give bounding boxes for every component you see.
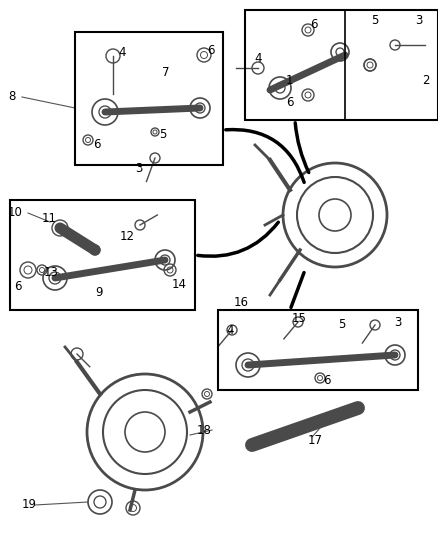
FancyArrowPatch shape xyxy=(198,222,278,256)
Bar xyxy=(245,10,438,120)
Text: 4: 4 xyxy=(118,45,126,59)
Text: 1: 1 xyxy=(286,74,293,86)
FancyArrowPatch shape xyxy=(291,272,304,308)
Text: 19: 19 xyxy=(22,498,37,512)
FancyArrowPatch shape xyxy=(295,123,309,173)
Text: 8: 8 xyxy=(8,91,15,103)
Text: 5: 5 xyxy=(371,13,378,27)
Text: 6: 6 xyxy=(207,44,215,56)
Text: 5: 5 xyxy=(159,128,166,141)
Text: 4: 4 xyxy=(254,52,261,64)
Bar xyxy=(10,200,195,310)
Text: 18: 18 xyxy=(197,424,212,437)
Text: 15: 15 xyxy=(292,311,307,325)
Text: 3: 3 xyxy=(394,317,401,329)
Text: 6: 6 xyxy=(286,95,293,109)
Text: 6: 6 xyxy=(14,280,21,294)
Text: 6: 6 xyxy=(93,139,100,151)
Text: 4: 4 xyxy=(226,324,233,336)
Text: 5: 5 xyxy=(338,319,346,332)
Text: 2: 2 xyxy=(422,74,430,86)
Text: 3: 3 xyxy=(135,161,142,174)
Bar xyxy=(75,32,223,165)
Text: 16: 16 xyxy=(234,295,249,309)
FancyArrowPatch shape xyxy=(226,130,304,182)
Text: 9: 9 xyxy=(95,286,102,298)
Text: 7: 7 xyxy=(162,66,170,78)
Text: 6: 6 xyxy=(310,19,318,31)
Text: 17: 17 xyxy=(308,433,323,447)
Text: 12: 12 xyxy=(120,230,135,244)
Bar xyxy=(218,310,418,390)
Text: 13: 13 xyxy=(44,265,59,279)
Text: 10: 10 xyxy=(8,206,23,220)
Text: 11: 11 xyxy=(42,212,57,224)
Text: 6: 6 xyxy=(323,374,331,386)
Text: 14: 14 xyxy=(172,279,187,292)
Text: 3: 3 xyxy=(415,13,422,27)
